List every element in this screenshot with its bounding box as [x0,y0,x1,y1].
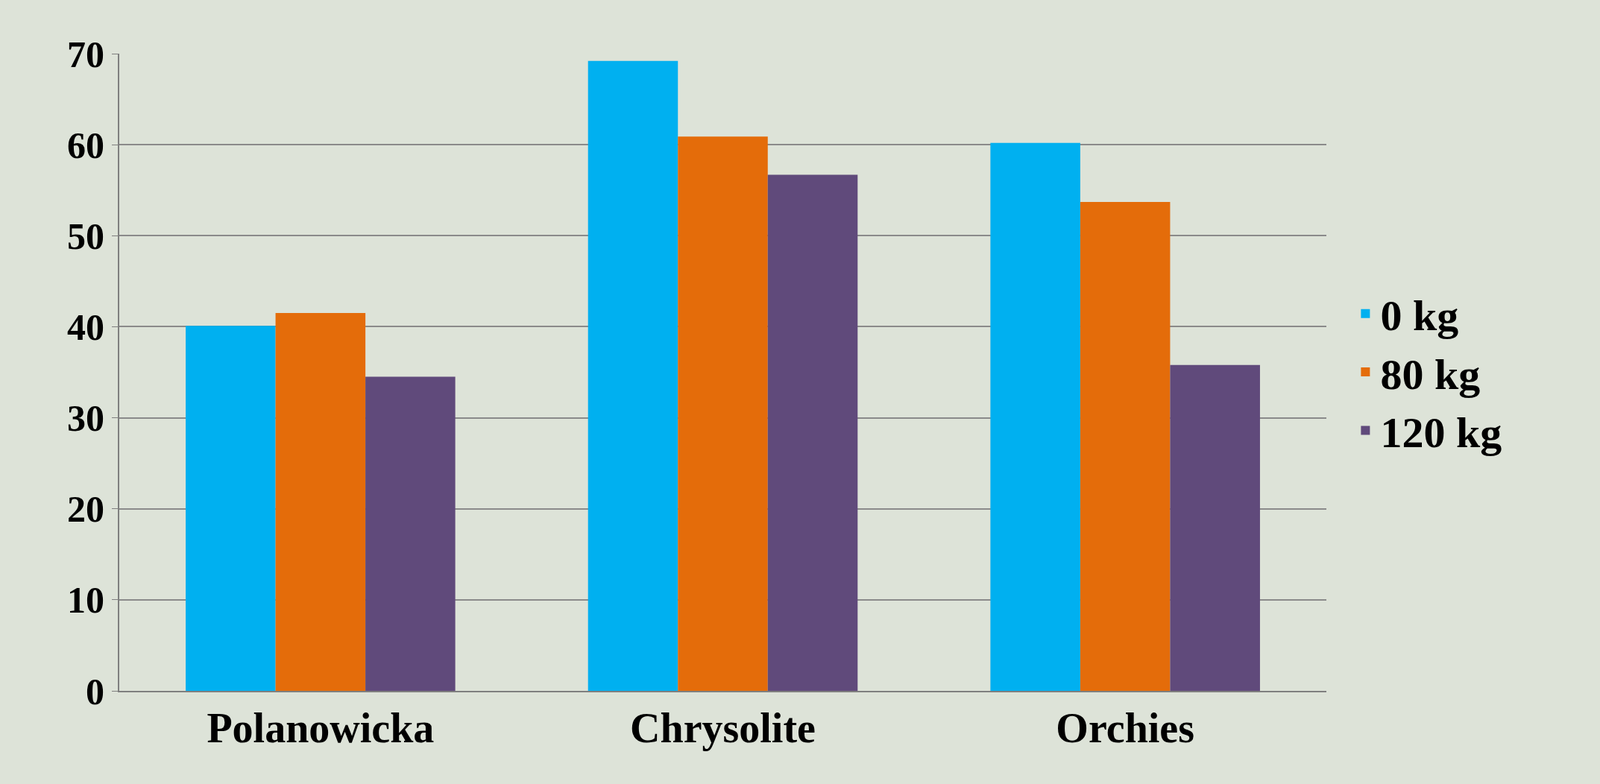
svg-text:120 kg: 120 kg [1380,408,1502,458]
svg-text:10: 10 [67,579,105,622]
svg-text:Polanowicka: Polanowicka [206,705,434,752]
svg-text:70: 70 [67,33,105,76]
svg-text:50: 50 [67,215,105,258]
svg-text:60: 60 [67,124,105,167]
svg-text:40: 40 [67,306,105,349]
svg-text:0 kg: 0 kg [1380,291,1459,340]
svg-text:Chrysolite: Chrysolite [630,705,816,752]
svg-text:0: 0 [85,671,105,713]
svg-text:Orchies: Orchies [1055,705,1195,752]
svg-text:20: 20 [67,488,105,531]
svg-text:80 kg: 80 kg [1380,350,1480,399]
svg-text:30: 30 [67,397,105,440]
